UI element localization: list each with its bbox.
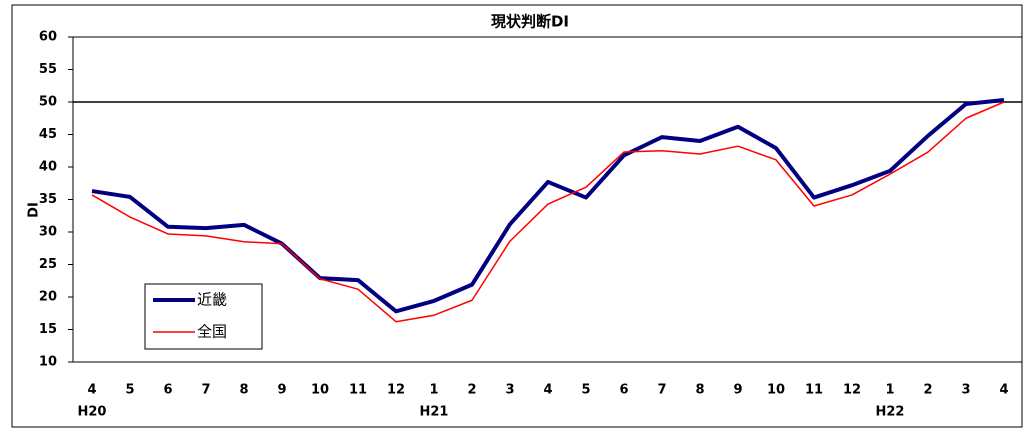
x-tick-label: 3 [505,383,514,398]
year-label: H20 [78,405,107,420]
y-tick-label: 40 [39,160,57,175]
y-tick-label: 60 [39,30,57,45]
x-tick-label: 2 [467,383,476,398]
series-line [91,98,1005,314]
legend-box [144,283,263,350]
x-tick-label: 1 [429,383,438,398]
y-tick-label: 25 [39,257,57,272]
y-tick-label: 55 [39,62,57,77]
x-tick-label: 4 [543,383,552,398]
x-tick-label: 12 [843,383,861,398]
x-tick-label: 1 [885,383,894,398]
x-tick-label: 7 [657,383,666,398]
x-tick-label: 11 [349,383,367,398]
x-tick-label: 4 [999,383,1008,398]
x-tick-label: 6 [163,383,172,398]
y-tick-label: 10 [39,355,57,370]
chart-title: 現状判断DI [491,13,569,31]
year-label: H21 [420,405,449,420]
x-tick-label: 9 [733,383,742,398]
x-tick-label: 10 [311,383,329,398]
y-tick-label: 45 [39,127,57,142]
x-tick-label: 3 [961,383,970,398]
x-tick-label: 7 [201,383,210,398]
x-tick-label: 9 [277,383,286,398]
x-tick-label: 6 [619,383,628,398]
x-tick-label: 12 [387,383,405,398]
legend-label: 近畿 [197,291,227,309]
x-tick-label: 8 [695,383,704,398]
x-tick-label: 5 [581,383,590,398]
series-line [91,101,1005,323]
y-tick-label: 30 [39,225,57,240]
y-tick-label: 20 [39,290,57,305]
x-tick-label: 11 [805,383,823,398]
x-tick-label: 2 [923,383,932,398]
x-tick-label: 10 [767,383,785,398]
y-axis-label: DI [27,202,42,218]
legend-label: 全国 [197,323,227,341]
x-tick-label: 5 [125,383,134,398]
y-tick-label: 35 [39,192,57,207]
year-label: H22 [876,405,905,420]
y-tick-label: 15 [39,322,57,337]
y-tick-label: 50 [39,95,57,110]
x-tick-label: 4 [87,383,96,398]
x-tick-label: 8 [239,383,248,398]
